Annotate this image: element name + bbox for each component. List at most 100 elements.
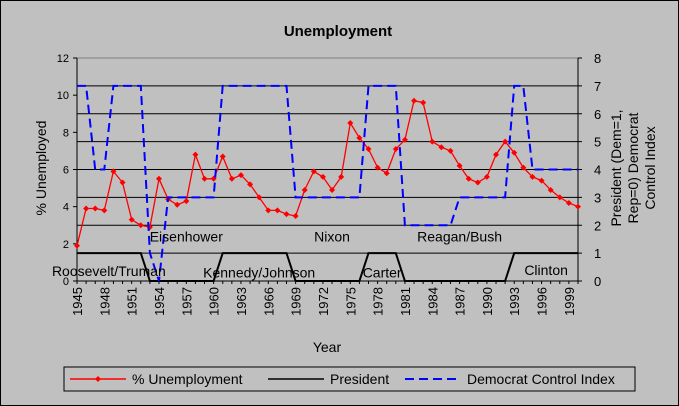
x-tick-label: 1975 bbox=[343, 287, 358, 316]
unemployment-point bbox=[274, 207, 281, 214]
legend-marker-unemployment bbox=[95, 376, 101, 382]
x-tick-label: 1948 bbox=[97, 287, 112, 316]
unemployment-point bbox=[502, 138, 509, 145]
unemployment-point bbox=[420, 99, 427, 106]
unemployment-point bbox=[329, 186, 336, 193]
y-tick-label: 8 bbox=[63, 127, 69, 139]
president-line bbox=[77, 252, 578, 282]
y-axis-title: % Unemployed bbox=[33, 121, 49, 216]
x-tick-label: 1957 bbox=[179, 287, 194, 316]
legend: % Unemployment President Democrat Control … bbox=[63, 366, 636, 392]
unemployment-point bbox=[565, 199, 572, 206]
x-tick-label: 1993 bbox=[507, 287, 522, 316]
x-tick-label: 1960 bbox=[207, 287, 222, 316]
legend-label-democrat-control-index: Democrat Control Index bbox=[467, 371, 615, 387]
unemployment-point bbox=[529, 173, 536, 180]
unemployment-point bbox=[538, 177, 545, 184]
x-tick-label: 1987 bbox=[453, 287, 468, 316]
unemployment-point bbox=[338, 173, 345, 180]
unemployment-point bbox=[265, 207, 272, 214]
unemployment-point bbox=[392, 146, 399, 153]
unemployment-point bbox=[228, 175, 235, 182]
unemployment-point bbox=[356, 134, 363, 141]
unemployment-point bbox=[128, 216, 135, 223]
x-tick-label: 1969 bbox=[289, 287, 304, 316]
president-annotation: Nixon bbox=[314, 228, 350, 244]
chart-title: Unemployment bbox=[284, 23, 392, 40]
y2-axis-title: President (Dem=1, Rep=0) Democrat Contro… bbox=[608, 109, 658, 226]
y2-tick-label: 7 bbox=[594, 79, 601, 94]
x-tick-label: 1954 bbox=[152, 287, 167, 316]
unemployment-point bbox=[101, 207, 108, 214]
x-tick-label: 1990 bbox=[480, 287, 495, 316]
x-axis-title: Year bbox=[313, 339, 342, 355]
x-tick-label: 1972 bbox=[316, 287, 331, 316]
unemployment-point bbox=[237, 172, 244, 179]
y2-axis-title-line-1: President (Dem=1, bbox=[608, 109, 624, 226]
unemployment-point bbox=[511, 149, 518, 156]
x-tick-label: 1945 bbox=[70, 287, 85, 316]
unemployment-point bbox=[438, 144, 445, 151]
unemployment-point bbox=[83, 205, 90, 212]
y-tick-label: 2 bbox=[63, 239, 69, 251]
unemployment-point bbox=[347, 120, 354, 127]
unemployment-point bbox=[256, 194, 263, 201]
unemployment-point bbox=[74, 242, 80, 249]
x-tick-label: 1996 bbox=[535, 287, 550, 316]
y2-tick-label: 5 bbox=[594, 135, 601, 150]
unemployment-point bbox=[547, 186, 554, 193]
unemployment-point bbox=[310, 168, 317, 175]
unemployment-point bbox=[429, 138, 436, 145]
unemployment-point bbox=[575, 203, 581, 210]
unemployment-point bbox=[283, 211, 290, 218]
unemployment-point bbox=[155, 175, 162, 182]
unemployment-point bbox=[474, 179, 481, 186]
unemployment-point bbox=[247, 181, 254, 188]
y-tick-label: 4 bbox=[63, 202, 69, 214]
y2-tick-label: 6 bbox=[594, 107, 601, 122]
democrat-control-index-line bbox=[77, 84, 578, 282]
y-tick-label: 12 bbox=[57, 53, 69, 65]
unemployment-point bbox=[493, 151, 500, 158]
y2-tick-label: 0 bbox=[594, 274, 601, 289]
y2-axis-title-line-2: Rep=0) Democrat bbox=[625, 112, 641, 223]
unemployment-point bbox=[119, 179, 126, 186]
unemployment-point bbox=[174, 201, 181, 208]
unemployment-point bbox=[110, 168, 117, 175]
y2-axis-title-line-3: Control Index bbox=[642, 126, 658, 209]
unemployment-point bbox=[301, 186, 308, 193]
unemployment-point bbox=[520, 164, 527, 171]
president-annotation: Eisenhower bbox=[150, 228, 223, 244]
legend-label-president: President bbox=[330, 371, 389, 387]
y2-tick-label: 1 bbox=[594, 246, 601, 261]
unemployment-point bbox=[137, 222, 144, 229]
unemployment-point bbox=[411, 97, 418, 104]
x-tick-label: 1984 bbox=[425, 287, 440, 316]
president-annotation: Kennedy/Johnson bbox=[203, 265, 315, 281]
unemployment-point bbox=[192, 151, 199, 158]
unemployment-point bbox=[219, 153, 226, 160]
y2-tick-label: 8 bbox=[594, 51, 601, 66]
unemployment-line bbox=[76, 99, 579, 246]
x-tick-label: 1999 bbox=[562, 287, 577, 316]
unemployment-point bbox=[465, 175, 472, 182]
y2-tick-label: 3 bbox=[594, 190, 601, 205]
x-tick-label: 1966 bbox=[261, 287, 276, 316]
unemployment-point bbox=[292, 212, 299, 219]
x-tick-label: 1963 bbox=[234, 287, 249, 316]
unemployment-point bbox=[383, 170, 390, 177]
president-annotation: Carter bbox=[363, 265, 402, 281]
unemployment-point bbox=[556, 194, 563, 201]
unemployment-point bbox=[483, 173, 490, 180]
unemployment-point bbox=[447, 147, 454, 154]
y2-tick-label: 4 bbox=[594, 163, 601, 178]
y-tick-label: 10 bbox=[57, 90, 69, 102]
president-annotation: Clinton bbox=[524, 262, 568, 278]
legend-box bbox=[63, 366, 636, 392]
unemployment-point bbox=[319, 173, 326, 180]
unemployment-point bbox=[201, 175, 208, 182]
y-tick-label: 6 bbox=[63, 165, 69, 177]
x-tick-label: 1981 bbox=[398, 287, 413, 316]
x-tick-label: 1951 bbox=[125, 287, 140, 316]
